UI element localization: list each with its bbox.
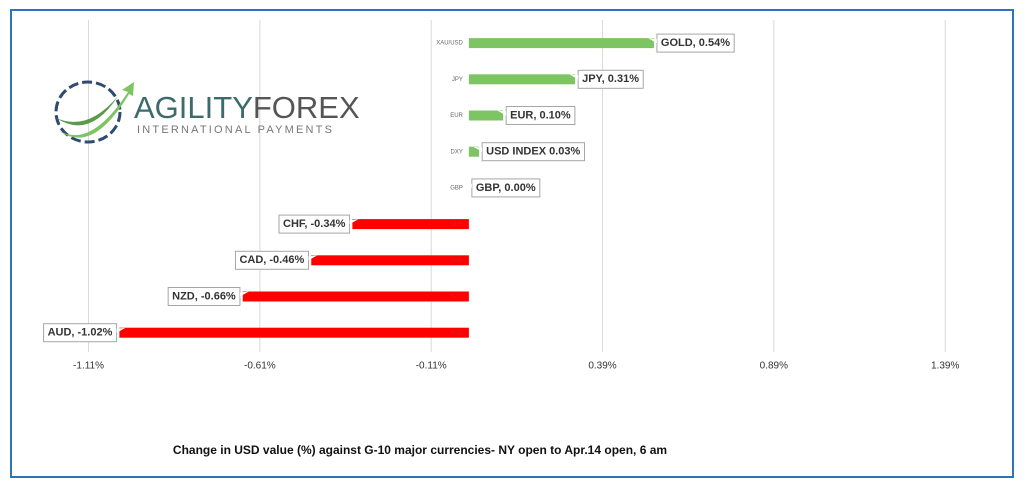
category-label: CAD (450, 258, 463, 264)
data-label-pointer (647, 38, 657, 44)
data-label: CHF, -0.34% (283, 218, 346, 230)
data-label: GBP, 0.00% (476, 182, 536, 194)
data-label-pointer (569, 74, 579, 80)
bar (311, 255, 469, 266)
logo-swoosh (56, 96, 118, 126)
data-label: JPY, 0.31% (582, 73, 639, 85)
data-label-pointer (239, 291, 249, 297)
x-tick-label: -0.61% (244, 361, 276, 372)
data-label-pointer (349, 219, 359, 225)
bar (468, 74, 576, 85)
bar (352, 219, 469, 230)
data-label: GOLD, 0.54% (661, 37, 730, 49)
category-label: EUR (450, 113, 463, 119)
category-label: AUD (450, 330, 463, 336)
logo-tagline: INTERNATIONAL PAYMENTS (137, 124, 334, 136)
data-label: USD INDEX 0.03% (486, 146, 580, 158)
category-label: CHF (451, 222, 464, 228)
bar (242, 291, 469, 302)
caption: Change in USD value (%) against G-10 maj… (173, 443, 667, 457)
logo: AGILITYFOREX INTERNATIONAL PAYMENTS (54, 80, 360, 144)
data-label-pointer (116, 327, 126, 333)
data-label: CAD, -0.46% (239, 254, 304, 266)
category-label: XAU/USD (436, 41, 463, 47)
category-label: DXY (451, 149, 463, 155)
x-tick-label: 0.39% (588, 361, 616, 372)
logo-word: AGILITY (134, 90, 253, 125)
x-tick-label: 1.39% (931, 361, 959, 372)
frame (10, 9, 1014, 478)
data-label-pointer (473, 146, 483, 152)
x-tick-label: 0.89% (760, 361, 788, 372)
x-tick-label: -1.11% (73, 361, 104, 372)
data-label-pointer (308, 255, 318, 261)
bar (119, 327, 469, 338)
bar (468, 110, 504, 121)
category-label: JPY (452, 77, 463, 83)
data-label: NZD, -0.66% (172, 290, 236, 302)
data-label-pointer (462, 182, 472, 188)
data-label: EUR, 0.10% (510, 109, 571, 121)
data-label: AUD, -1.02% (48, 327, 113, 339)
bar (468, 38, 654, 49)
data-label-pointer (497, 110, 507, 116)
category-label: NZD (451, 294, 464, 300)
logo-swoosh (58, 82, 134, 138)
logo-word: FOREX (253, 90, 360, 125)
logo-globe (54, 80, 122, 144)
category-label: GBP (450, 185, 463, 191)
logo-wordmark: AGILITYFOREX (134, 90, 360, 125)
bar (468, 146, 480, 157)
x-tick-label: -0.11% (416, 361, 447, 372)
